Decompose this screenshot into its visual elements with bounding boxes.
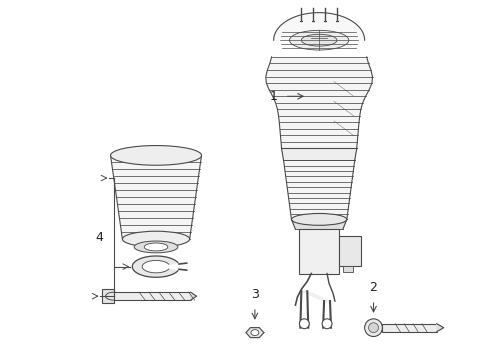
Polygon shape [274, 13, 365, 40]
Ellipse shape [292, 213, 347, 225]
Bar [343, 266, 353, 271]
Ellipse shape [122, 231, 190, 247]
Text: 1: 1 [270, 90, 278, 103]
Ellipse shape [251, 330, 259, 336]
Polygon shape [111, 156, 201, 239]
Polygon shape [437, 324, 444, 332]
Ellipse shape [368, 323, 378, 333]
Ellipse shape [322, 319, 332, 329]
Polygon shape [132, 256, 178, 277]
Polygon shape [301, 291, 330, 301]
Bar [382, 324, 437, 332]
Ellipse shape [134, 241, 178, 253]
Polygon shape [292, 219, 347, 229]
Ellipse shape [144, 243, 168, 251]
Bar [339, 236, 361, 266]
Text: 2: 2 [369, 281, 377, 294]
Polygon shape [282, 148, 357, 160]
Text: 4: 4 [96, 231, 103, 244]
Ellipse shape [301, 34, 337, 46]
Ellipse shape [111, 145, 201, 165]
Ellipse shape [106, 292, 122, 300]
Polygon shape [191, 292, 196, 300]
Ellipse shape [299, 319, 309, 329]
Ellipse shape [365, 319, 382, 337]
Bar [101, 289, 114, 303]
Text: 3: 3 [251, 288, 259, 301]
Bar [114, 292, 191, 300]
Ellipse shape [290, 30, 349, 50]
Polygon shape [284, 160, 355, 219]
Polygon shape [266, 57, 372, 148]
Polygon shape [246, 328, 264, 338]
Bar [299, 229, 339, 274]
